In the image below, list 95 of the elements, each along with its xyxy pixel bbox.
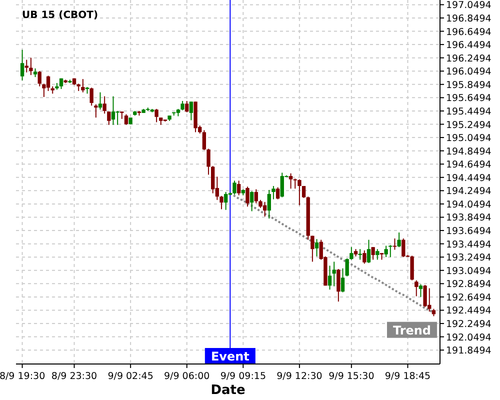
y-tick-label: 194.4494	[446, 172, 492, 184]
candlestick	[288, 172, 293, 190]
x-tick-label: 9/9 18:45	[384, 371, 431, 382]
y-tick-label: 195.8494	[446, 80, 492, 91]
candlestick	[98, 92, 102, 110]
candlestick	[392, 238, 397, 250]
candlestick	[202, 130, 206, 151]
candlestick	[124, 114, 128, 126]
y-tick-label: 195.4494	[446, 106, 492, 118]
y-tick-label: 197.0494	[446, 0, 492, 12]
candlestick	[154, 108, 158, 123]
candlestick	[345, 258, 349, 277]
x-tick-label: 9/9 02:45	[108, 371, 154, 382]
x-tick-label: 9/9 09:15	[220, 371, 266, 382]
text: UB 15 (CBOT)	[22, 10, 98, 21]
candlestick	[38, 70, 42, 87]
candlestick	[332, 261, 336, 287]
y-tick-label: 194.8494	[446, 146, 492, 158]
candlestick	[20, 49, 24, 81]
candlestick	[366, 239, 371, 264]
candlestick	[236, 180, 241, 196]
candlestick	[254, 188, 258, 204]
candlestick	[220, 195, 224, 210]
candlestick	[246, 186, 250, 208]
y-tick-label: 192.2494	[446, 319, 492, 330]
candlestick	[107, 111, 111, 126]
candlestick	[211, 166, 215, 194]
y-tick-label: 191.8494	[446, 346, 492, 357]
y-tick-label: 193.0494	[446, 266, 492, 277]
candlestick	[224, 191, 228, 210]
y-tick-label: 192.0494	[446, 332, 492, 344]
candlestick	[90, 87, 94, 106]
candlestick	[397, 232, 401, 248]
candlestick	[262, 201, 267, 218]
y-tick-label: 196.2494	[446, 53, 492, 64]
x-tick-label: 9/9 06:00	[164, 371, 210, 382]
candlestick	[94, 104, 98, 118]
candlestick	[414, 280, 418, 297]
y-tick-label: 194.2494	[446, 186, 492, 198]
y-tick-label: 192.4494	[446, 306, 492, 317]
candlestick	[388, 244, 392, 258]
candlestick	[362, 250, 366, 264]
y-tick-label: 193.6494	[446, 226, 492, 238]
candlestick	[272, 185, 276, 200]
candlestick	[29, 57, 33, 76]
candlestick	[328, 265, 332, 290]
candlestick	[250, 190, 254, 212]
candlestick	[232, 180, 236, 196]
candlestick	[185, 100, 189, 113]
y-tick-label: 193.4494	[446, 239, 492, 250]
y-tick-label: 192.8494	[446, 279, 492, 290]
candlestick	[314, 238, 319, 257]
candlestick	[81, 78, 85, 93]
y-tick-label: 195.6494	[446, 93, 492, 104]
candlestick	[336, 268, 340, 302]
x-tick-label: 8/9 19:30	[0, 371, 46, 382]
y-tick-label: 194.0494	[446, 199, 492, 210]
y-tick-label: 192.6494	[446, 292, 492, 304]
candlestick	[350, 246, 354, 260]
candlestick	[267, 189, 271, 220]
x-axis-title: Date	[210, 383, 246, 398]
candlestick	[298, 178, 302, 206]
candlestick	[418, 284, 423, 298]
y-tick-label: 196.6494	[446, 26, 492, 38]
x-tick-label: 9/9 15:30	[328, 371, 374, 382]
y-tick-label: 196.8494	[446, 13, 492, 24]
candlestick	[376, 248, 380, 260]
candlestick	[111, 96, 116, 126]
candlestick	[402, 238, 406, 258]
y-tick-label: 193.8494	[446, 212, 492, 224]
candlestick	[46, 75, 50, 92]
y-tick-label: 196.4494	[446, 40, 492, 52]
series-label: Trend	[392, 323, 432, 338]
candlestick	[24, 59, 28, 73]
candlestick	[310, 235, 314, 262]
candlestick	[410, 255, 414, 281]
y-tick-label: 194.6494	[446, 160, 492, 171]
candlestick	[180, 100, 184, 111]
candlestick	[102, 96, 106, 114]
annotation: Event	[210, 350, 250, 364]
y-tick-label: 196.0494	[446, 66, 492, 78]
x-tick-label: 8/9 23:30	[51, 371, 98, 382]
candlestick	[189, 101, 194, 121]
y-tick-label: 195.0494	[446, 133, 492, 144]
candlestick	[371, 246, 375, 260]
y-tick-label: 195.2494	[446, 120, 492, 131]
candlestick	[340, 268, 345, 293]
candlestick	[206, 148, 210, 176]
x-tick-label: 9/9 12:30	[276, 371, 322, 382]
candlestick	[276, 186, 280, 200]
y-tick-label: 193.2494	[446, 252, 492, 264]
candlestick	[358, 248, 362, 260]
candlestick	[384, 245, 388, 258]
candlestick	[423, 284, 427, 308]
candlestick	[116, 110, 120, 126]
